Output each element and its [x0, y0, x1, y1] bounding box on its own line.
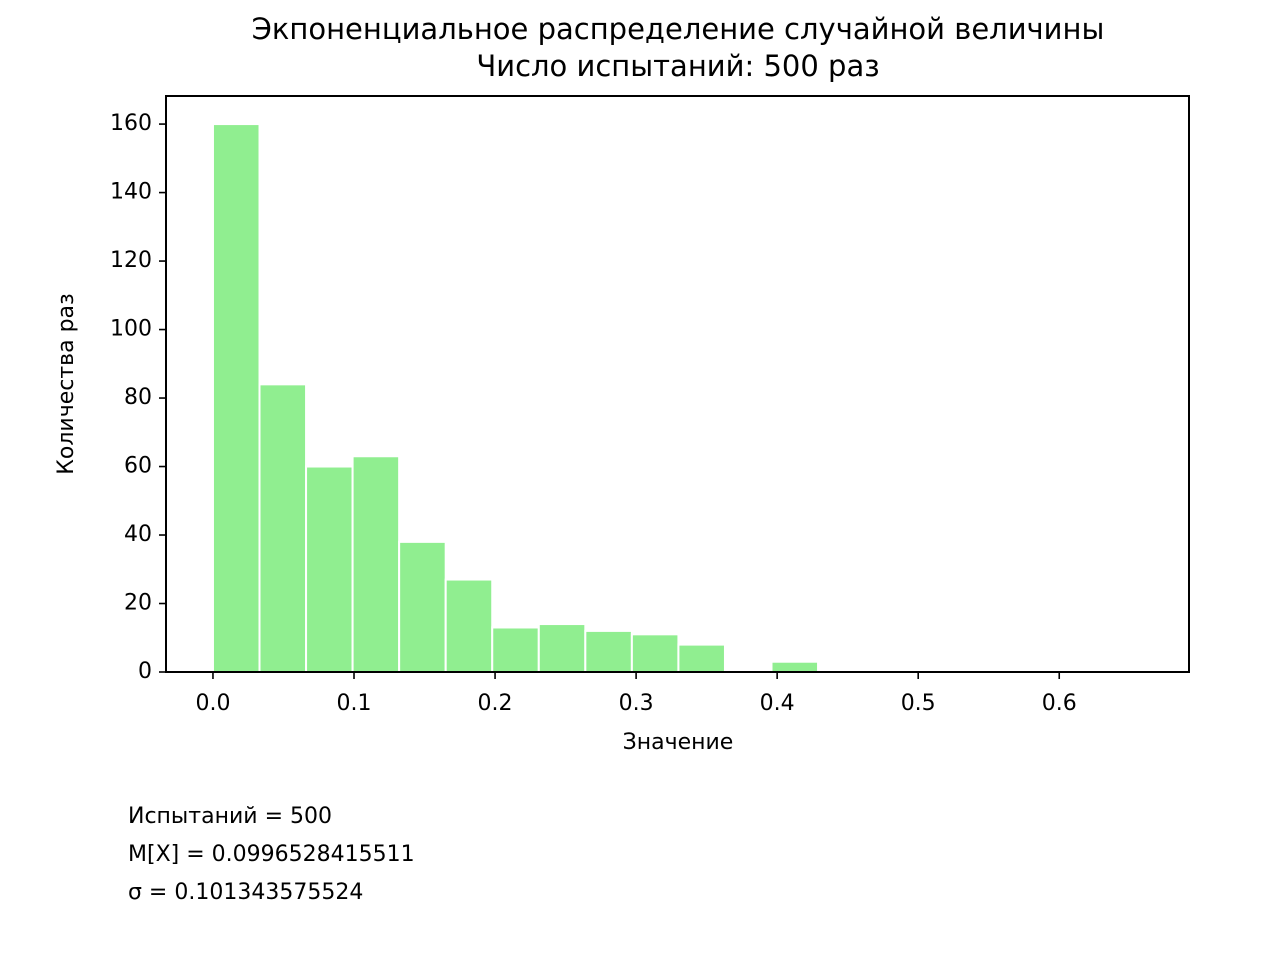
y-tick-label: 160	[110, 111, 152, 136]
bar	[305, 465, 354, 674]
bar	[491, 626, 540, 673]
x-tick-label: 0.0	[195, 691, 230, 716]
y-tick-label: 120	[110, 248, 152, 273]
bar	[630, 633, 680, 674]
bar	[211, 123, 261, 673]
bar	[258, 383, 308, 673]
annotation: Испытаний = 500	[128, 804, 332, 829]
bar	[351, 455, 401, 673]
y-axis-label: Количества раз	[54, 293, 79, 474]
x-tick-label: 0.2	[478, 691, 513, 716]
x-tick-label: 0.1	[337, 691, 372, 716]
x-tick-label: 0.6	[1042, 691, 1077, 716]
annotation: σ = 0.101343575524	[128, 880, 363, 905]
y-tick-label: 60	[124, 454, 152, 479]
bar	[537, 623, 587, 673]
y-tick-label: 40	[124, 522, 152, 547]
chart-title: Экпоненциальное распределение случайной …	[252, 12, 1105, 46]
bar	[677, 643, 726, 674]
x-tick-label: 0.3	[619, 691, 654, 716]
chart-subtitle: Число испытаний: 500 раз	[476, 49, 879, 83]
annotation: M[X] = 0.0996528415511	[128, 842, 415, 867]
bar	[584, 629, 633, 674]
y-tick-label: 140	[110, 180, 152, 205]
bar	[444, 578, 494, 673]
bar	[398, 540, 447, 673]
y-tick-label: 80	[124, 385, 152, 410]
plot-frame	[165, 95, 1190, 673]
y-tick-label: 20	[124, 591, 152, 616]
x-tick-label: 0.5	[901, 691, 936, 716]
x-axis-label: Значение	[623, 730, 734, 755]
x-tick-label: 0.4	[760, 691, 795, 716]
y-tick-label: 0	[138, 659, 152, 684]
y-tick-label: 100	[110, 317, 152, 342]
bar	[770, 660, 820, 673]
